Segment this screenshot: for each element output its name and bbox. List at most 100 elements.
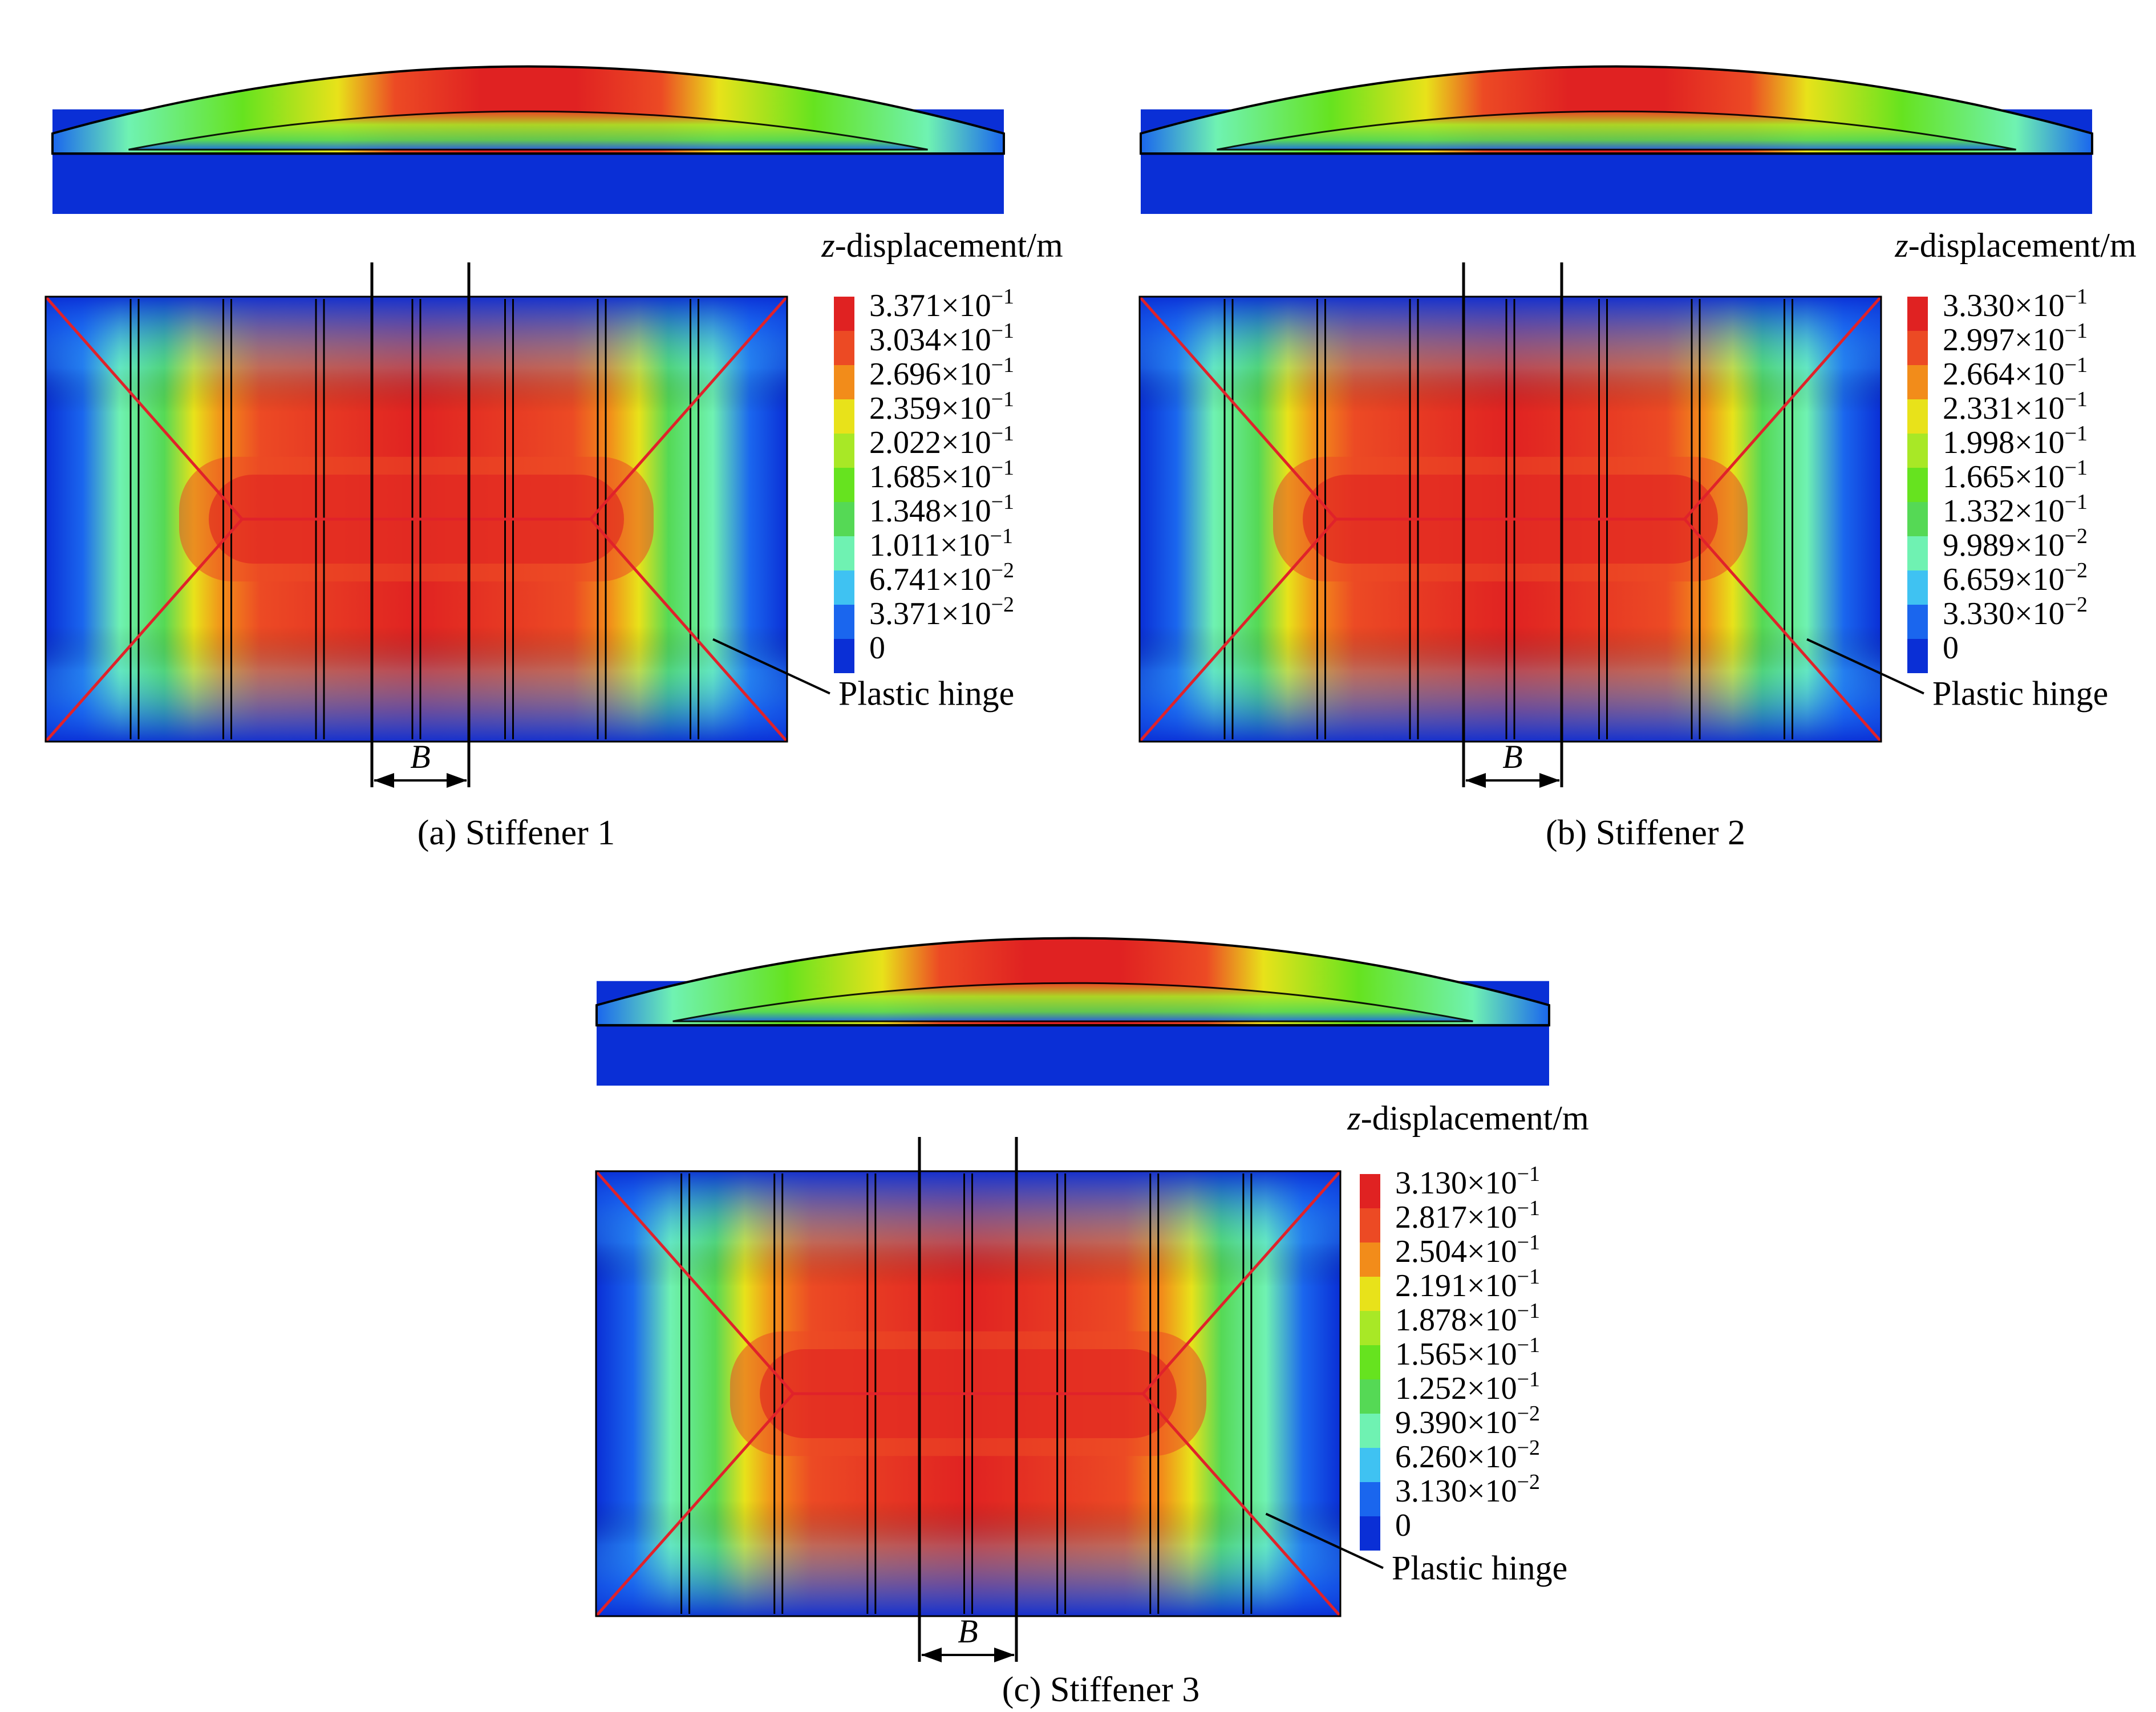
- colorbar-tick-label: 1.665×10−1: [1943, 456, 2088, 495]
- colorbar-swatch: [1360, 1516, 1380, 1551]
- tick-mantissa: 1.565: [1395, 1337, 1467, 1372]
- tick-times-ten: ×10: [2015, 528, 2065, 563]
- colorbar-title-text: -displacement/m: [835, 226, 1063, 264]
- tick-times-ten: ×10: [1467, 1474, 1517, 1509]
- tick-exponent: −2: [2065, 558, 2088, 582]
- colorbar-swatch: [1360, 1174, 1380, 1208]
- plastic-hinge-line: [595, 1393, 795, 1617]
- panel-1: Bz-displacement/m3.371×10−13.034×10−12.6…: [44, 65, 1063, 852]
- tick-exponent: −2: [991, 558, 1014, 582]
- colorbar-tick-label: 0: [1943, 630, 1959, 666]
- tick-exponent: −1: [991, 456, 1014, 480]
- colorbar-swatch: [1360, 1414, 1380, 1448]
- tick-exponent: −1: [990, 524, 1013, 548]
- tick-times-ten: ×10: [941, 391, 991, 426]
- side-view-base: [597, 1025, 1549, 1086]
- colorbar-swatch: [1907, 639, 1928, 673]
- plastic-hinge-label: Plastic hinge: [1392, 1549, 1567, 1587]
- colorbar-swatch: [1907, 399, 1928, 434]
- tick-times-ten: ×10: [2015, 562, 2065, 597]
- colorbar-tick-label: 3.034×10−1: [869, 319, 1014, 358]
- tick-times-ten: ×10: [2015, 288, 2065, 323]
- colorbar-tick-label: 1.878×10−1: [1395, 1299, 1540, 1338]
- colorbar-tick-label: 6.741×10−2: [869, 558, 1014, 597]
- tick-times-ten: ×10: [2015, 425, 2065, 460]
- colorbar-tick-label: 0: [869, 630, 885, 666]
- colorbar-tick-label: 2.359×10−1: [869, 387, 1014, 426]
- tick-exponent: −1: [1517, 1333, 1540, 1357]
- colorbar-swatch: [1907, 536, 1928, 570]
- colorbar-tick-label: 1.332×10−1: [1943, 490, 2088, 529]
- tick-mantissa: 6.741: [869, 562, 941, 597]
- plastic-hinge-label: Plastic hinge: [1932, 675, 2108, 713]
- tick-exponent: −1: [1517, 1265, 1540, 1289]
- tick-exponent: −1: [2065, 490, 2088, 514]
- tick-times-ten: ×10: [941, 288, 991, 323]
- colorbar-title-text: -displacement/m: [1908, 226, 2137, 264]
- tick-times-ten: ×10: [2015, 322, 2065, 358]
- tick-mantissa: 2.022: [869, 425, 941, 460]
- tick-exponent: −1: [991, 353, 1014, 377]
- tick-times-ten: ×10: [1467, 1439, 1517, 1475]
- tick-mantissa: 3.371: [869, 596, 941, 632]
- colorbar-swatch: [834, 536, 854, 570]
- panel-caption: (a) Stiffener 1: [418, 813, 615, 852]
- colorbar-title-italic: z: [821, 226, 834, 264]
- arrowhead: [994, 1648, 1015, 1662]
- tick-exponent: −2: [1517, 1470, 1540, 1494]
- colorbar-title-italic: z: [1347, 1099, 1360, 1137]
- tick-exponent: −1: [1517, 1196, 1540, 1220]
- tick-exponent: −1: [2065, 387, 2088, 411]
- colorbar-tick-label: 3.130×10−1: [1395, 1162, 1540, 1201]
- tick-mantissa: 6.260: [1395, 1439, 1467, 1475]
- colorbar-swatch: [834, 399, 854, 434]
- plastic-hinge-line: [44, 518, 244, 743]
- arrowhead: [374, 773, 394, 788]
- tick-mantissa: 0: [869, 630, 885, 666]
- tick-mantissa: 1.998: [1943, 425, 2015, 460]
- side-view-base: [1141, 153, 2092, 214]
- tick-mantissa: 3.371: [869, 288, 941, 323]
- tick-mantissa: 2.359: [869, 391, 941, 426]
- colorbar-swatch: [1907, 331, 1928, 365]
- colorbar-title: z-displacement/m: [1347, 1099, 1588, 1137]
- plastic-hinge-line: [44, 296, 244, 520]
- colorbar-tick-label: 6.260×10−2: [1395, 1436, 1540, 1475]
- tick-exponent: −1: [2065, 319, 2088, 343]
- tick-exponent: −1: [1517, 1299, 1540, 1323]
- colorbar-swatch: [1360, 1345, 1380, 1379]
- colorbar-tick-label: 2.664×10−1: [1943, 353, 2088, 392]
- tick-times-ten: ×10: [941, 562, 991, 597]
- colorbar-tick-label: 3.330×10−1: [1943, 285, 2088, 323]
- plan-border: [44, 296, 788, 743]
- colorbar-swatch: [834, 468, 854, 502]
- tick-exponent: −1: [2065, 422, 2088, 446]
- colorbar-title-text: -displacement/m: [1361, 1099, 1589, 1137]
- colorbar-swatch: [834, 570, 854, 605]
- tick-mantissa: 1.332: [1943, 493, 2015, 529]
- tick-times-ten: ×10: [941, 493, 991, 529]
- tick-times-ten: ×10: [1467, 1165, 1517, 1201]
- tick-mantissa: 9.989: [1943, 528, 2015, 563]
- tick-mantissa: 3.130: [1395, 1165, 1467, 1201]
- plastic-hinge-leader: [1265, 1512, 1384, 1569]
- tick-times-ten: ×10: [2015, 357, 2065, 392]
- tick-exponent: −1: [1517, 1231, 1540, 1254]
- colorbar-title-italic: z: [1894, 226, 1908, 264]
- colorbar-tick-label: 1.252×10−1: [1395, 1367, 1540, 1406]
- tick-exponent: −1: [991, 490, 1014, 514]
- colorbar-tick-label: 2.331×10−1: [1943, 387, 2088, 426]
- tick-mantissa: 9.390: [1395, 1405, 1467, 1440]
- tick-times-ten: ×10: [1467, 1200, 1517, 1235]
- tick-times-ten: ×10: [1467, 1268, 1517, 1304]
- arrowhead: [1465, 773, 1486, 788]
- arrowhead: [921, 1648, 942, 1662]
- tick-exponent: −1: [991, 319, 1014, 343]
- tick-times-ten: ×10: [1467, 1371, 1517, 1406]
- colorbar-swatch: [1907, 570, 1928, 605]
- tick-times-ten: ×10: [2015, 459, 2065, 495]
- colorbar-swatch: [1360, 1311, 1380, 1345]
- arrowhead: [447, 773, 467, 788]
- colorbar-tick-label: 2.504×10−1: [1395, 1231, 1540, 1269]
